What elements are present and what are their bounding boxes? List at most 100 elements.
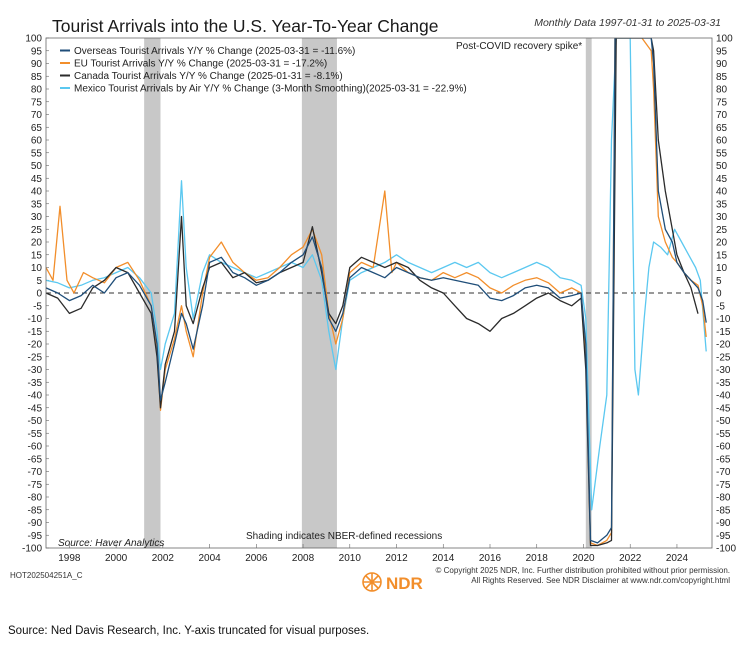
- caption: Source: Ned Davis Research, Inc. Y-axis …: [8, 625, 370, 637]
- y-tick-right: 15: [716, 250, 728, 261]
- recession-band-0: [144, 38, 161, 548]
- y-tick-left: 50: [31, 161, 43, 172]
- x-tick-2016: 2016: [479, 553, 502, 564]
- y-tick-right: 70: [716, 110, 728, 121]
- x-tick-2002: 2002: [152, 553, 175, 564]
- copyright-line: © Copyright 2025 NDR, Inc. Further distr…: [436, 566, 730, 575]
- y-tick-left: 85: [31, 72, 43, 83]
- y-tick-right: 65: [716, 123, 728, 134]
- y-tick-left: 15: [31, 250, 43, 261]
- legend-entry-0: Overseas Tourist Arrivals Y/Y % Change (…: [74, 46, 355, 57]
- y-tick-right: -90: [716, 518, 731, 529]
- x-tick-2008: 2008: [292, 553, 315, 564]
- x-tick-2022: 2022: [619, 553, 642, 564]
- x-tick-2014: 2014: [432, 553, 455, 564]
- y-tick-left: 75: [31, 97, 43, 108]
- y-tick-left: -15: [28, 327, 43, 338]
- x-tick-2024: 2024: [666, 553, 689, 564]
- y-tick-right: -95: [716, 531, 731, 542]
- x-tick-2000: 2000: [105, 553, 128, 564]
- y-tick-left: -100: [22, 544, 42, 555]
- legend-entry-2: Canada Tourist Arrivals Y/Y % Change (20…: [74, 71, 343, 82]
- series-line-0: [46, 38, 707, 544]
- plot-frame: [45, 37, 713, 549]
- y-tick-left: 25: [31, 225, 43, 236]
- x-tick-2006: 2006: [245, 553, 268, 564]
- y-tick-left: 55: [31, 148, 43, 159]
- y-tick-left: -55: [28, 429, 43, 440]
- y-tick-left: 0: [36, 289, 42, 300]
- y-tick-right: -50: [716, 416, 731, 427]
- x-tick-2004: 2004: [198, 553, 221, 564]
- y-tick-left: 100: [25, 34, 42, 45]
- y-tick-left: -75: [28, 480, 43, 491]
- y-tick-right: 50: [716, 161, 728, 172]
- rights-line: All Rights Reserved. See NDR Disclaimer …: [471, 576, 730, 585]
- y-tick-right: 5: [716, 276, 722, 287]
- y-tick-left: -5: [33, 301, 42, 312]
- y-tick-left: 70: [31, 110, 43, 121]
- y-tick-left: 20: [31, 238, 43, 249]
- y-tick-right: 10: [716, 263, 728, 274]
- y-tick-right: 55: [716, 148, 728, 159]
- y-tick-left: -85: [28, 505, 43, 516]
- y-tick-left: -30: [28, 365, 43, 376]
- y-tick-left: -65: [28, 454, 43, 465]
- y-tick-left: 60: [31, 136, 43, 147]
- y-tick-left: -10: [28, 314, 43, 325]
- x-tick-2020: 2020: [572, 553, 595, 564]
- y-tick-left: -20: [28, 340, 43, 351]
- y-tick-right: -30: [716, 365, 731, 376]
- y-tick-left: -45: [28, 403, 43, 414]
- y-tick-right: 95: [716, 46, 728, 57]
- y-tick-right: 85: [716, 72, 728, 83]
- y-tick-left: -50: [28, 416, 43, 427]
- y-tick-left: 40: [31, 187, 43, 198]
- y-tick-right: -15: [716, 327, 731, 338]
- y-tick-left: 30: [31, 212, 43, 223]
- chart-code: HOT202504251A_C: [10, 571, 83, 580]
- y-tick-right: -55: [716, 429, 731, 440]
- ndr-logo-text: NDR: [386, 574, 423, 593]
- y-tick-right: -35: [716, 378, 731, 389]
- y-tick-right: -85: [716, 505, 731, 516]
- legend-entry-3: Mexico Tourist Arrivals by Air Y/Y % Cha…: [74, 84, 467, 95]
- covid-annotation: Post-COVID recovery spike*: [456, 41, 582, 52]
- y-tick-left: 65: [31, 123, 43, 134]
- y-tick-left: -95: [28, 531, 43, 542]
- y-tick-right: -75: [716, 480, 731, 491]
- y-tick-right: -5: [716, 301, 725, 312]
- y-tick-left: 35: [31, 199, 43, 210]
- y-tick-left: 95: [31, 46, 43, 57]
- y-tick-right: 60: [716, 136, 728, 147]
- chart: Tourist Arrivals into the U.S. Year-To-Y…: [0, 0, 756, 620]
- y-tick-right: -20: [716, 340, 731, 351]
- ndr-logo: NDR: [362, 572, 423, 593]
- legend-entry-1: EU Tourist Arrivals Y/Y % Change (2025-0…: [74, 59, 327, 70]
- y-tick-right: -60: [716, 442, 731, 453]
- y-tick-right: 45: [716, 174, 728, 185]
- x-tick-2018: 2018: [526, 553, 549, 564]
- chart-title: Tourist Arrivals into the U.S. Year-To-Y…: [52, 16, 439, 36]
- y-tick-right: 40: [716, 187, 728, 198]
- source-note: Source: Haver Analytics: [58, 538, 164, 549]
- y-tick-right: 90: [716, 59, 728, 70]
- recession-note: Shading indicates NBER-defined recession…: [246, 531, 442, 542]
- x-tick-1998: 1998: [58, 553, 81, 564]
- y-tick-right: -10: [716, 314, 731, 325]
- y-tick-right: -80: [716, 493, 731, 504]
- y-tick-left: 90: [31, 59, 43, 70]
- y-tick-right: -70: [716, 467, 731, 478]
- y-tick-right: -40: [716, 391, 731, 402]
- y-tick-left: -60: [28, 442, 43, 453]
- y-tick-right: 30: [716, 212, 728, 223]
- chart-background: [0, 0, 756, 620]
- chart-subtitle: Monthly Data 1997-01-31 to 2025-03-31: [534, 17, 721, 29]
- y-tick-left: 45: [31, 174, 43, 185]
- y-tick-left: -90: [28, 518, 43, 529]
- plot-area: -100 -100-95 -95-90 -90-85 -85-80 -80-75 -75-7…: [22, 34, 736, 565]
- y-tick-right: 100: [716, 34, 733, 45]
- y-tick-left: 5: [36, 276, 42, 287]
- x-tick-2012: 2012: [385, 553, 408, 564]
- y-tick-right: 20: [716, 238, 728, 249]
